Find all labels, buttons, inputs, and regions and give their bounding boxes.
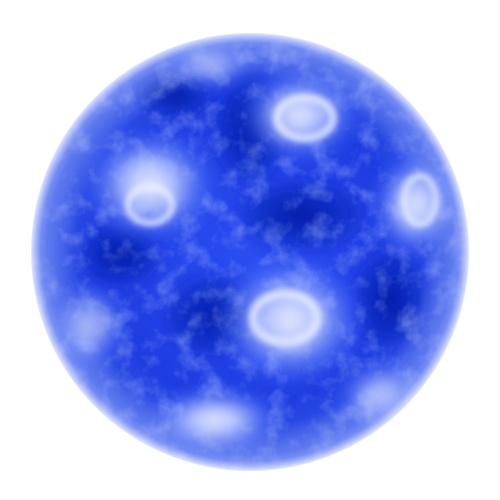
image-canvas (10, 10, 490, 490)
blue-sphere (31, 33, 469, 471)
